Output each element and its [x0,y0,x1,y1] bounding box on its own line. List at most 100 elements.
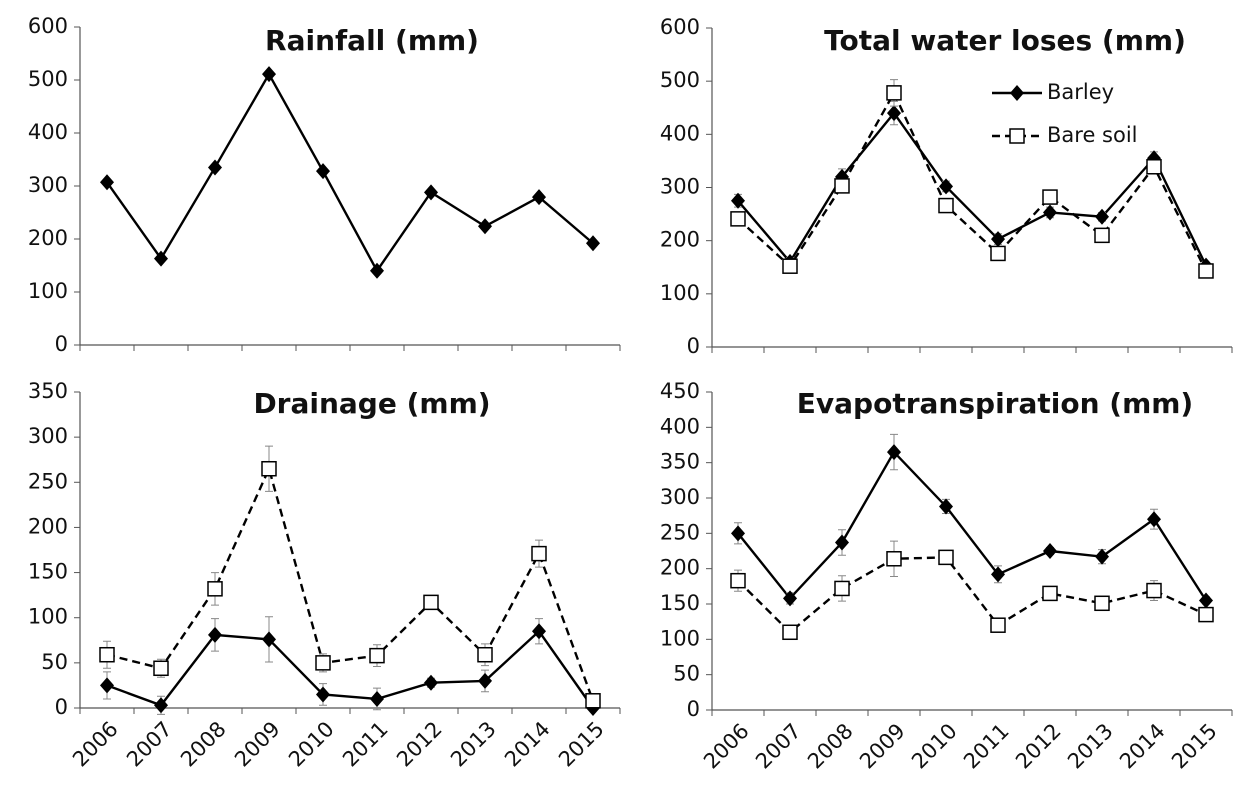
y-tick-label: 0 [55,695,68,719]
marker [1199,592,1213,609]
y-tick-label: 150 [28,560,68,584]
chart-title: Evapotranspiration (mm) [797,387,1193,420]
x-tick-label: 2009 [230,717,285,772]
marker [532,623,546,640]
marker [782,258,798,274]
marker [731,525,745,542]
x-tick-label: 2012 [392,717,447,772]
legend-label: Bare soil [1047,123,1138,147]
y-tick-label: 150 [660,591,700,615]
y-tick-label: 100 [660,626,700,650]
y-tick-label: 250 [660,520,700,544]
legend-marker [1010,85,1024,101]
marker [154,697,168,714]
y-tick-label: 300 [28,173,68,197]
x-tick-label: 2008 [176,717,231,772]
marker [938,197,954,214]
marker [991,566,1005,583]
marker [887,444,901,461]
y-tick-label: 200 [28,226,68,250]
series-line [106,71,594,274]
marker [262,631,276,648]
x-tick-label: 2014 [1115,719,1170,774]
marker [939,498,953,515]
marker [886,85,902,101]
marker [1094,227,1110,244]
x-tick-label: 2012 [1011,719,1066,774]
marker [477,646,493,663]
marker [887,105,901,122]
marker [370,262,384,279]
y-tick-label: 300 [28,424,68,448]
marker [731,192,745,209]
y-tick-label: 200 [28,514,68,538]
marker [315,655,331,671]
y-tick-label: 200 [660,556,700,580]
marker [939,178,953,195]
x-tick-label: 2011 [338,717,393,772]
series-line [737,111,1208,267]
chart-title: Total water loses (mm) [824,24,1186,57]
y-tick-label: 350 [28,379,68,403]
marker [261,460,277,477]
marker [1043,204,1057,221]
x-tick-label: 2010 [907,719,962,774]
marker [835,534,849,551]
marker [1146,582,1162,599]
x-tick-label: 2010 [284,717,339,772]
x-tick-label: 2009 [855,719,910,774]
series-line [737,450,1208,602]
x-tick-label: 2006 [699,719,754,774]
chart-title: Rainfall (mm) [265,24,479,57]
y-tick-label: 250 [28,469,68,493]
x-tick-label: 2013 [446,717,501,772]
x-tick-label: 2014 [500,717,555,772]
y-tick-label: 300 [660,485,700,509]
x-tick-label: 2008 [803,719,858,774]
marker [1147,511,1161,528]
marker [834,580,850,597]
marker [316,163,330,180]
series-line [106,629,594,709]
series-line [106,465,595,702]
marker [100,677,114,694]
marker [424,674,438,691]
marker [369,647,385,664]
marker [1198,606,1214,623]
marker [782,624,798,641]
y-tick-label: 400 [660,414,700,438]
series-line [737,90,1208,272]
legend-label: Barley [1047,80,1114,104]
series-line [737,556,1207,634]
x-tick-label: 2015 [554,717,609,772]
y-tick-label: 600 [28,14,68,38]
x-tick-label: 2011 [959,719,1014,774]
marker [316,686,330,703]
marker [990,245,1006,262]
marker [1198,263,1214,279]
marker [478,672,492,689]
x-tick-label: 2013 [1063,719,1118,774]
x-tick-label: 2007 [122,717,177,772]
marker [1043,543,1057,559]
y-tick-label: 0 [687,697,700,721]
marker [886,551,902,567]
marker [990,617,1006,633]
chart-title: Drainage (mm) [253,387,490,420]
marker [730,572,746,589]
marker [1042,189,1058,205]
marker [531,545,547,562]
marker [1042,585,1058,602]
x-tick-label: 2015 [1167,719,1222,774]
marker [154,250,168,267]
marker [1095,548,1109,565]
marker [834,178,850,194]
y-tick-label: 600 [660,15,700,39]
legend-marker [1009,128,1025,144]
y-tick-label: 300 [660,175,700,199]
y-tick-label: 400 [28,120,68,144]
marker [99,646,115,663]
x-tick-label: 2006 [68,717,123,772]
marker [423,594,439,611]
